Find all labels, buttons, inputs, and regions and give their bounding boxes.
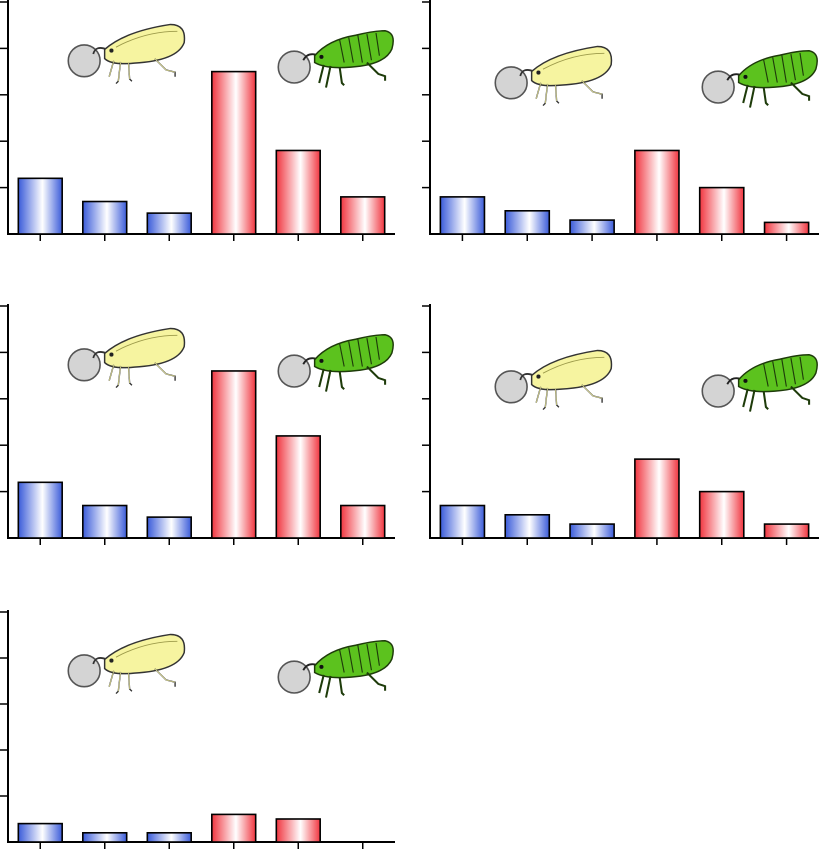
bar-2 (82, 831, 128, 843)
bar-3 (146, 831, 192, 843)
chart-panel-2 (422, 0, 819, 241)
bar-1 (17, 177, 63, 235)
yellow-leafhopper-icon (494, 349, 613, 411)
chart-panel-5 (0, 610, 395, 849)
green-leafhopper-icon (701, 353, 819, 413)
bar-4 (211, 813, 257, 843)
green-leafhopper-icon (701, 49, 819, 109)
bar-6 (763, 523, 810, 539)
bar-2 (504, 210, 551, 235)
yellow-leafhopper-icon (494, 45, 613, 107)
bar-5 (275, 435, 321, 539)
yellow-leafhopper-icon (67, 23, 186, 85)
bar-1 (439, 196, 486, 235)
chart-panel-1 (0, 0, 395, 241)
bar-6 (763, 221, 810, 235)
bar-5 (698, 186, 745, 235)
chart-panel-3 (0, 304, 395, 545)
bar-3 (569, 219, 615, 235)
bar-5 (275, 818, 321, 843)
chart-panel-4 (422, 304, 819, 545)
bar-5 (275, 149, 321, 235)
bar-2 (82, 200, 128, 235)
yellow-leafhopper-icon (67, 327, 186, 389)
bar-1 (17, 822, 63, 843)
yellow-leafhopper-icon (67, 633, 186, 695)
bar-4 (634, 458, 680, 539)
bar-6 (340, 504, 386, 539)
bar-4 (211, 370, 257, 539)
bar-6 (340, 196, 386, 235)
bar-2 (504, 513, 551, 539)
bar-1 (439, 504, 486, 539)
green-leafhopper-icon (277, 333, 395, 393)
bar-3 (146, 516, 192, 539)
bar-2 (82, 504, 128, 539)
bar-3 (146, 212, 192, 235)
bar-4 (211, 70, 257, 235)
green-leafhopper-icon (277, 29, 395, 89)
bar-1 (17, 481, 63, 539)
green-leafhopper-icon (277, 639, 395, 699)
bar-3 (569, 523, 615, 539)
bar-5 (698, 490, 745, 539)
bar-4 (634, 149, 680, 235)
